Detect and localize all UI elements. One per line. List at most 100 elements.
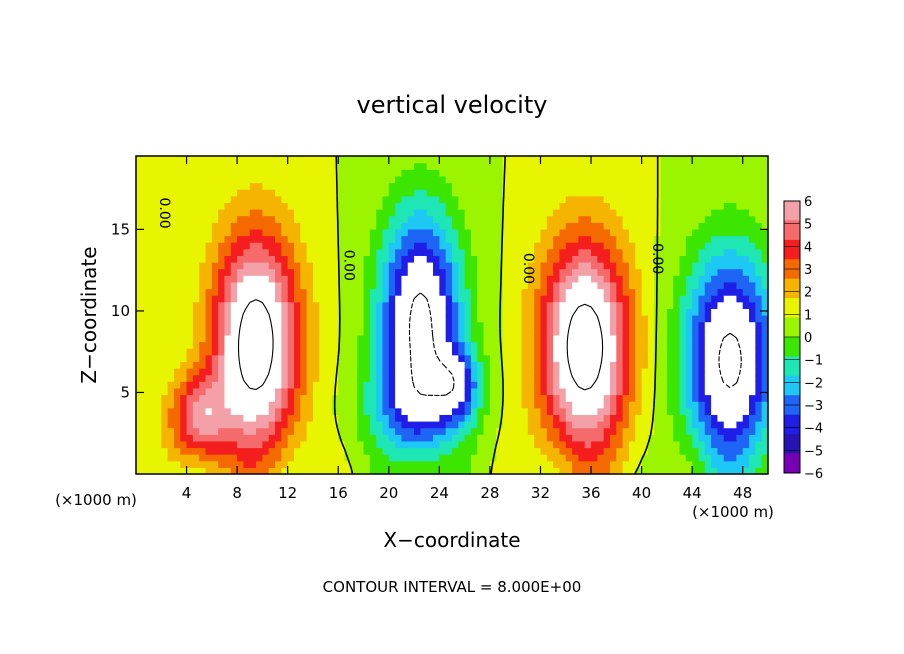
field-cell bbox=[256, 421, 263, 429]
field-cell bbox=[628, 421, 636, 429]
field-cell bbox=[521, 414, 529, 422]
field-cell bbox=[275, 348, 282, 356]
field-cell bbox=[426, 202, 434, 210]
field-cell bbox=[230, 414, 238, 422]
field-cell bbox=[268, 308, 276, 316]
field-cell bbox=[382, 308, 390, 316]
field-cell bbox=[401, 394, 409, 402]
field-cell bbox=[312, 228, 320, 237]
field-cell bbox=[173, 222, 181, 230]
field-cell bbox=[142, 202, 150, 210]
field-cell bbox=[433, 281, 440, 290]
field-cell bbox=[161, 394, 169, 402]
field-cell bbox=[312, 387, 320, 396]
field-cell bbox=[515, 169, 523, 177]
field-cell bbox=[610, 387, 617, 396]
field-cell bbox=[610, 440, 617, 449]
field-cell bbox=[685, 222, 693, 230]
field-cell bbox=[635, 354, 643, 362]
field-cell bbox=[673, 374, 681, 382]
field-cell bbox=[414, 361, 421, 369]
field-cell bbox=[540, 368, 548, 376]
field-cell bbox=[300, 301, 308, 309]
field-cell bbox=[704, 348, 712, 356]
field-cell bbox=[559, 374, 567, 382]
field-cell bbox=[388, 460, 396, 468]
field-cell bbox=[401, 440, 409, 449]
field-cell bbox=[742, 268, 750, 276]
field-cell bbox=[679, 321, 687, 329]
field-cell bbox=[395, 156, 403, 164]
field-cell bbox=[673, 281, 681, 290]
field-cell bbox=[452, 295, 459, 303]
field-cell bbox=[559, 195, 567, 203]
field-cell bbox=[641, 182, 649, 190]
field-cell bbox=[401, 209, 409, 217]
field-cell bbox=[616, 394, 624, 402]
field-cell bbox=[489, 242, 497, 250]
field-cell bbox=[218, 169, 226, 177]
field-cell bbox=[572, 328, 579, 336]
field-cell bbox=[647, 308, 655, 316]
field-cell bbox=[654, 321, 662, 329]
field-cell bbox=[515, 440, 523, 449]
field-cell bbox=[344, 414, 352, 422]
field-cell bbox=[395, 235, 403, 243]
x-unit-right: (×1000 m) bbox=[692, 503, 774, 521]
field-cell bbox=[205, 215, 213, 223]
field-cell bbox=[584, 394, 592, 402]
field-cell bbox=[237, 182, 245, 190]
field-cell bbox=[136, 301, 143, 309]
field-cell bbox=[761, 301, 768, 309]
field-cell bbox=[369, 368, 377, 376]
field-cell bbox=[591, 262, 598, 270]
field-cell bbox=[167, 288, 175, 296]
field-cell bbox=[736, 341, 744, 349]
field-cell bbox=[199, 189, 207, 197]
field-cell bbox=[591, 215, 598, 223]
field-cell bbox=[591, 354, 598, 362]
field-cell bbox=[439, 387, 447, 396]
field-cell bbox=[666, 275, 674, 283]
field-cell bbox=[502, 361, 510, 369]
colorbar-label: −2 bbox=[804, 376, 823, 391]
field-cell bbox=[382, 222, 390, 230]
field-cell bbox=[477, 414, 485, 422]
field-cell bbox=[527, 434, 535, 442]
field-cell bbox=[685, 421, 693, 429]
field-cell bbox=[281, 368, 289, 376]
field-cell bbox=[521, 169, 529, 177]
field-cell bbox=[508, 195, 516, 203]
field-cell bbox=[224, 447, 232, 455]
field-cell bbox=[647, 394, 655, 402]
field-cell bbox=[458, 281, 466, 290]
field-cell bbox=[148, 295, 156, 303]
field-cell bbox=[268, 275, 276, 283]
field-cell bbox=[136, 341, 143, 349]
field-cell bbox=[306, 268, 314, 276]
field-cell bbox=[350, 308, 358, 316]
field-cell bbox=[262, 222, 270, 230]
field-cell bbox=[256, 447, 263, 455]
field-cell bbox=[742, 440, 750, 449]
field-cell bbox=[559, 301, 567, 309]
field-cell bbox=[382, 189, 390, 197]
field-cell bbox=[439, 242, 447, 250]
field-cell bbox=[388, 427, 396, 435]
field-cell bbox=[717, 242, 725, 250]
field-cell bbox=[173, 421, 181, 429]
field-cell bbox=[363, 268, 371, 276]
field-cell bbox=[553, 182, 561, 190]
field-cell bbox=[622, 308, 630, 316]
field-cell bbox=[180, 348, 188, 356]
field-cell bbox=[477, 427, 485, 435]
field-cell bbox=[654, 374, 662, 382]
field-cell bbox=[553, 222, 561, 230]
field-cell bbox=[723, 175, 731, 184]
field-cell bbox=[711, 281, 719, 290]
field-cell bbox=[338, 215, 346, 223]
field-cell bbox=[755, 268, 763, 276]
field-cell bbox=[660, 215, 668, 223]
field-cell bbox=[407, 228, 415, 237]
field-cell bbox=[420, 268, 428, 276]
